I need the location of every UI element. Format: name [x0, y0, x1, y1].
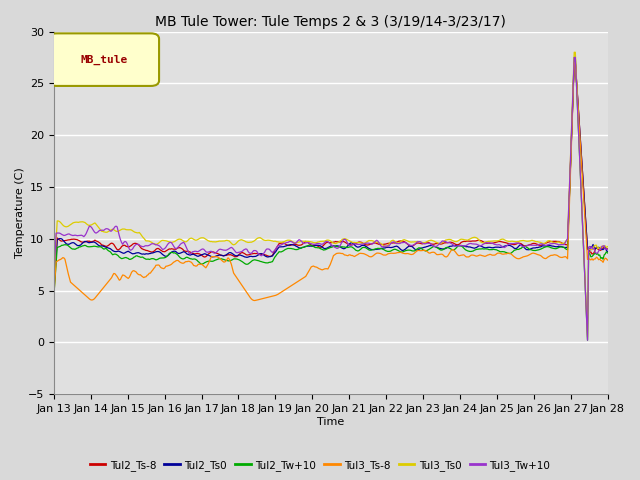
- Tul3_Ts-8: [314, 265, 322, 271]
- Tul2_Ts-8: [504, 240, 511, 246]
- Tul2_Ts-8: [604, 246, 611, 252]
- Tul3_Ts-8: [251, 298, 259, 303]
- Tul3_Ts0: [349, 240, 357, 245]
- Tul2_Ts0: [604, 249, 611, 254]
- Tul3_Ts0: [570, 49, 578, 55]
- Tul2_Ts-8: [316, 244, 324, 250]
- Tul3_Tw+10: [316, 241, 324, 247]
- Tul2_Tw+10: [504, 250, 511, 256]
- Tul2_Ts0: [504, 242, 511, 248]
- X-axis label: Time: Time: [317, 417, 344, 427]
- Tul3_Ts-8: [593, 254, 600, 260]
- Tul2_Tw+10: [380, 246, 387, 252]
- Tul3_Tw+10: [380, 244, 387, 250]
- Tul2_Tw+10: [316, 246, 324, 252]
- Tul2_Tw+10: [584, 337, 591, 343]
- Tul3_Tw+10: [50, 274, 58, 280]
- Tul3_Ts-8: [505, 251, 513, 256]
- Tul2_Tw+10: [570, 55, 578, 60]
- Line: Tul2_Ts-8: Tul2_Ts-8: [54, 62, 607, 289]
- Tul2_Ts-8: [313, 243, 321, 249]
- Text: MB_tule: MB_tule: [80, 54, 127, 65]
- Tul2_Ts0: [313, 242, 321, 248]
- Tul3_Ts-8: [351, 253, 358, 259]
- Line: Tul3_Tw+10: Tul3_Tw+10: [54, 58, 607, 340]
- Tul3_Tw+10: [604, 247, 611, 252]
- Line: Tul3_Ts0: Tul3_Ts0: [54, 52, 607, 337]
- Line: Tul2_Ts0: Tul2_Ts0: [54, 62, 607, 292]
- Tul3_Ts0: [380, 242, 387, 248]
- Title: MB Tule Tower: Tule Temps 2 & 3 (3/19/14-3/23/17): MB Tule Tower: Tule Temps 2 & 3 (3/19/14…: [156, 15, 506, 29]
- Line: Tul2_Tw+10: Tul2_Tw+10: [54, 58, 607, 340]
- Tul2_Ts-8: [591, 246, 599, 252]
- Line: Tul3_Ts-8: Tul3_Ts-8: [54, 62, 607, 300]
- Tul2_Ts0: [349, 241, 357, 247]
- Tul2_Tw+10: [349, 245, 357, 251]
- Tul2_Ts-8: [50, 286, 58, 292]
- Tul3_Ts0: [316, 239, 324, 244]
- Tul2_Ts0: [591, 246, 599, 252]
- Tul2_Ts-8: [380, 241, 387, 247]
- Tul2_Ts-8: [570, 60, 578, 65]
- Tul2_Ts0: [316, 243, 324, 249]
- Y-axis label: Temperature (C): Temperature (C): [15, 168, 25, 258]
- Tul3_Ts-8: [381, 252, 388, 258]
- Tul2_Ts0: [380, 245, 387, 251]
- Tul2_Tw+10: [593, 252, 600, 257]
- Tul3_Ts-8: [50, 293, 58, 299]
- Tul3_Tw+10: [504, 242, 511, 248]
- Tul2_Tw+10: [313, 245, 321, 251]
- Tul3_Tw+10: [593, 251, 600, 256]
- Tul3_Ts0: [313, 240, 321, 245]
- Tul3_Tw+10: [313, 241, 321, 247]
- Tul2_Ts0: [50, 289, 58, 295]
- Legend: Tul2_Ts-8, Tul2_Ts0, Tul2_Tw+10, Tul3_Ts-8, Tul3_Ts0, Tul3_Tw+10: Tul2_Ts-8, Tul2_Ts0, Tul2_Tw+10, Tul3_Ts…: [86, 456, 554, 475]
- Tul2_Ts0: [570, 60, 578, 65]
- FancyBboxPatch shape: [49, 34, 159, 86]
- Tul2_Ts-8: [349, 241, 357, 247]
- Tul3_Ts0: [504, 238, 511, 244]
- Tul3_Ts0: [604, 244, 611, 250]
- Tul2_Tw+10: [50, 293, 58, 299]
- Tul3_Tw+10: [570, 55, 578, 60]
- Tul3_Tw+10: [584, 337, 591, 343]
- Tul3_Tw+10: [349, 241, 357, 247]
- Tul3_Ts-8: [317, 267, 325, 273]
- Tul2_Tw+10: [604, 250, 611, 256]
- Tul3_Ts-8: [570, 60, 578, 65]
- Tul3_Ts0: [593, 242, 600, 248]
- Tul3_Ts0: [584, 334, 591, 340]
- Tul3_Ts0: [50, 279, 58, 285]
- Tul3_Ts-8: [604, 257, 611, 263]
